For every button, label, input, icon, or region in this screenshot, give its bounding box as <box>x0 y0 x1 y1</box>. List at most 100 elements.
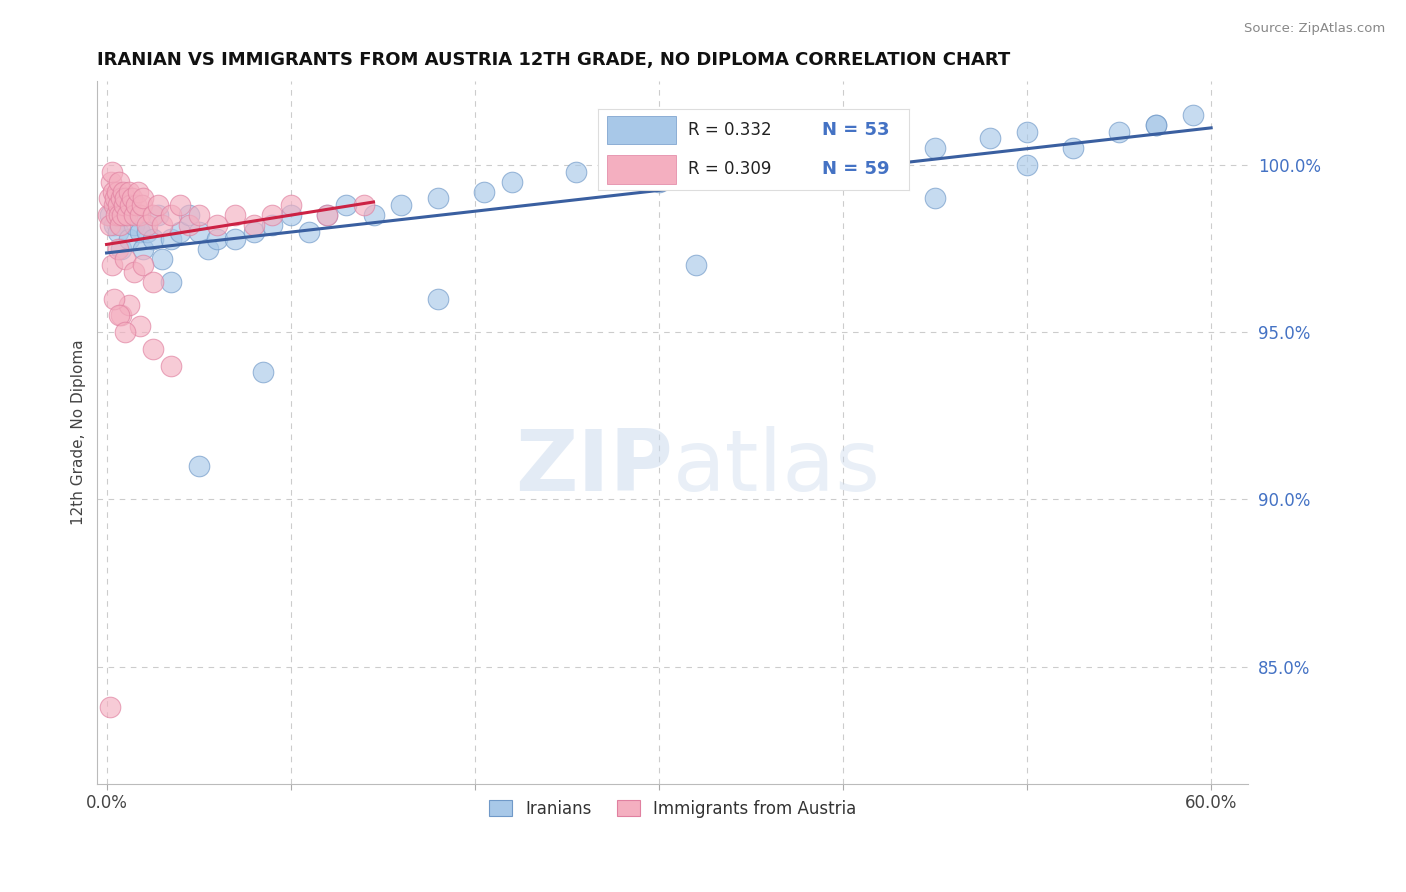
Point <box>114 191 136 205</box>
Point <box>112 198 135 212</box>
Point <box>132 242 155 256</box>
Point <box>127 185 149 199</box>
Point <box>758 158 780 172</box>
Point <box>97 208 120 222</box>
Point <box>110 242 132 256</box>
Point <box>179 208 201 222</box>
Point <box>112 185 135 199</box>
Point <box>979 131 1001 145</box>
Point <box>111 208 134 222</box>
Point <box>169 198 191 212</box>
Point <box>132 258 155 272</box>
Point <box>169 225 191 239</box>
Point <box>122 208 145 222</box>
Point <box>924 141 946 155</box>
Point <box>187 458 209 473</box>
Point <box>132 191 155 205</box>
Point <box>187 208 209 222</box>
Point <box>280 208 302 222</box>
Y-axis label: 12th Grade, No Diploma: 12th Grade, No Diploma <box>72 340 86 525</box>
Point <box>131 198 153 212</box>
Point <box>114 208 136 222</box>
Text: Source: ZipAtlas.com: Source: ZipAtlas.com <box>1244 22 1385 36</box>
Point <box>298 225 321 239</box>
Text: ZIP: ZIP <box>515 426 672 509</box>
Point <box>565 164 588 178</box>
Point <box>104 198 127 212</box>
Point <box>98 218 121 232</box>
Point <box>1108 124 1130 138</box>
Point <box>685 258 707 272</box>
Point <box>501 175 523 189</box>
Point <box>160 275 183 289</box>
Legend: Iranians, Immigrants from Austria: Iranians, Immigrants from Austria <box>482 793 863 824</box>
Point <box>1015 158 1038 172</box>
Point <box>353 198 375 212</box>
Point <box>115 208 138 222</box>
Point <box>648 175 671 189</box>
Point <box>110 218 132 232</box>
Point <box>1144 118 1167 132</box>
Point <box>107 175 129 189</box>
Point <box>128 208 150 222</box>
Point <box>243 218 266 232</box>
Point <box>150 218 173 232</box>
Point <box>316 208 339 222</box>
Point <box>924 191 946 205</box>
Point <box>150 252 173 266</box>
Point <box>98 699 121 714</box>
Point <box>335 198 357 212</box>
Point <box>142 231 165 245</box>
Point <box>703 164 725 178</box>
Point <box>136 225 159 239</box>
Point <box>262 208 284 222</box>
Point <box>426 191 449 205</box>
Point <box>252 365 274 379</box>
Point <box>160 231 183 245</box>
Point <box>117 298 139 312</box>
Point <box>101 164 124 178</box>
Point <box>280 198 302 212</box>
Text: IRANIAN VS IMMIGRANTS FROM AUSTRIA 12TH GRADE, NO DIPLOMA CORRELATION CHART: IRANIAN VS IMMIGRANTS FROM AUSTRIA 12TH … <box>97 51 1011 69</box>
Point <box>146 208 169 222</box>
Point <box>125 198 148 212</box>
Point <box>110 191 132 205</box>
Point <box>197 242 219 256</box>
Point <box>160 208 183 222</box>
Point <box>110 309 132 323</box>
Point <box>363 208 385 222</box>
Point <box>98 191 121 205</box>
Point <box>1144 118 1167 132</box>
Point <box>224 208 246 222</box>
Point <box>472 185 495 199</box>
Point <box>104 191 127 205</box>
Point <box>120 198 142 212</box>
Point <box>1062 141 1084 155</box>
Point <box>103 218 125 232</box>
Point <box>108 208 131 222</box>
Text: atlas: atlas <box>672 426 880 509</box>
Point <box>98 208 121 222</box>
Point <box>142 275 165 289</box>
Point <box>160 359 183 373</box>
Point <box>107 225 129 239</box>
Point <box>1015 124 1038 138</box>
Point <box>103 292 125 306</box>
Point <box>128 225 150 239</box>
Point <box>100 175 122 189</box>
Point <box>107 198 129 212</box>
Point <box>426 292 449 306</box>
Point <box>101 185 124 199</box>
Point <box>117 185 139 199</box>
Point <box>114 325 136 339</box>
Point <box>389 198 412 212</box>
Point <box>224 231 246 245</box>
Point <box>146 198 169 212</box>
Point <box>114 252 136 266</box>
Point <box>179 218 201 232</box>
Point <box>316 208 339 222</box>
Point <box>205 218 228 232</box>
Point <box>107 242 129 256</box>
Point <box>136 218 159 232</box>
Point <box>813 151 835 165</box>
